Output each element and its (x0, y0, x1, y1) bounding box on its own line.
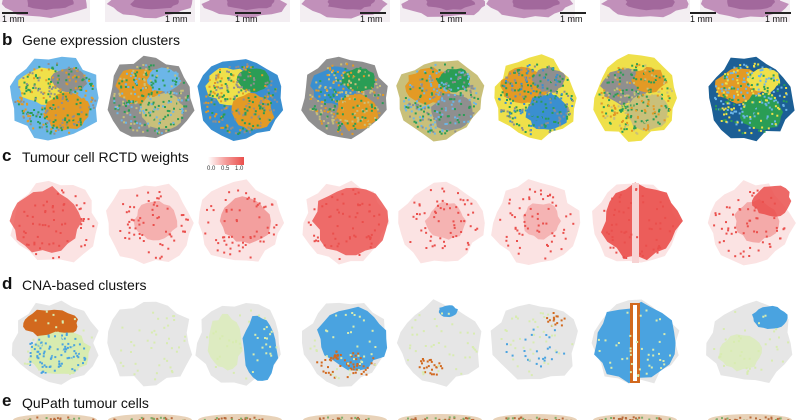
cna-map-8 (706, 301, 792, 383)
colorbar-tick-2: 1.0 (235, 166, 243, 172)
qupath-map-4 (303, 414, 387, 420)
scalebar-label: 1 mm (560, 15, 583, 24)
he-thumbnails (0, 0, 800, 26)
panel-e-title: QuPath tumour cells (22, 396, 149, 410)
ge-map-5 (396, 60, 484, 141)
panel-b-title: Gene expression clusters (22, 33, 180, 47)
ge-map-4 (301, 57, 388, 139)
scalebar-label: 1 mm (165, 15, 188, 24)
qupath-map-6 (493, 414, 577, 420)
panel-d-title: CNA-based clusters (22, 278, 147, 292)
panel-e-letter: e (2, 392, 11, 409)
colorbar-tick-1: 0.5 (221, 166, 229, 172)
rctd-map-6 (491, 179, 580, 265)
ge-map-7 (593, 54, 677, 142)
gene-expression-maps (0, 50, 800, 155)
scalebar-label: 1 mm (360, 15, 383, 24)
ge-map-2 (108, 56, 195, 138)
colorbar-tick-0: 0.0 (207, 166, 215, 172)
qupath-map-5 (398, 414, 482, 420)
ge-map-8 (709, 57, 795, 142)
scalebar-label: 1 mm (765, 15, 788, 24)
rctd-map-1 (10, 181, 99, 263)
cna-map-1 (12, 301, 99, 385)
scalebar-label: 1 mm (690, 15, 713, 24)
rctd-map-8 (708, 180, 796, 265)
ge-map-6 (494, 54, 576, 140)
rctd-weight-maps (0, 173, 800, 273)
ge-map-3 (197, 59, 283, 141)
cna-map-6 (491, 304, 578, 380)
qupath-map-8 (708, 414, 792, 420)
rctd-map-7 (592, 182, 683, 263)
rctd-map-4 (303, 181, 390, 265)
cna-cluster-maps (0, 293, 800, 393)
qupath-map-2 (108, 414, 192, 420)
panel-d-letter: d (2, 275, 12, 292)
panel-c-letter: c (2, 147, 11, 164)
cna-map-7 (592, 300, 680, 384)
rctd-map-3 (199, 179, 285, 261)
cna-map-3 (195, 303, 280, 386)
panel-b-letter: b (2, 31, 12, 48)
cna-map-2 (107, 302, 192, 387)
scalebar-label: 1 mm (440, 15, 463, 24)
he-thumbnail-7 (600, 0, 690, 22)
qupath-map-3 (198, 414, 282, 420)
cna-map-5 (397, 299, 482, 387)
rctd-map-5 (398, 182, 485, 264)
he-image-row: 1 mm 1 mm 1 mm 1 mm 1 mm 1 mm 1 mm 1 mm (0, 0, 800, 26)
qupath-map-1 (13, 414, 97, 420)
ge-map-1 (10, 57, 99, 141)
scalebar-label: 1 mm (235, 15, 258, 24)
rctd-map-2 (106, 184, 194, 264)
rctd-colorbar (208, 157, 244, 165)
scalebar-label: 1 mm (2, 15, 25, 24)
panel-c-title: Tumour cell RCTD weights (22, 150, 189, 164)
cna-map-4 (302, 303, 387, 387)
qupath-map-7 (593, 414, 677, 420)
